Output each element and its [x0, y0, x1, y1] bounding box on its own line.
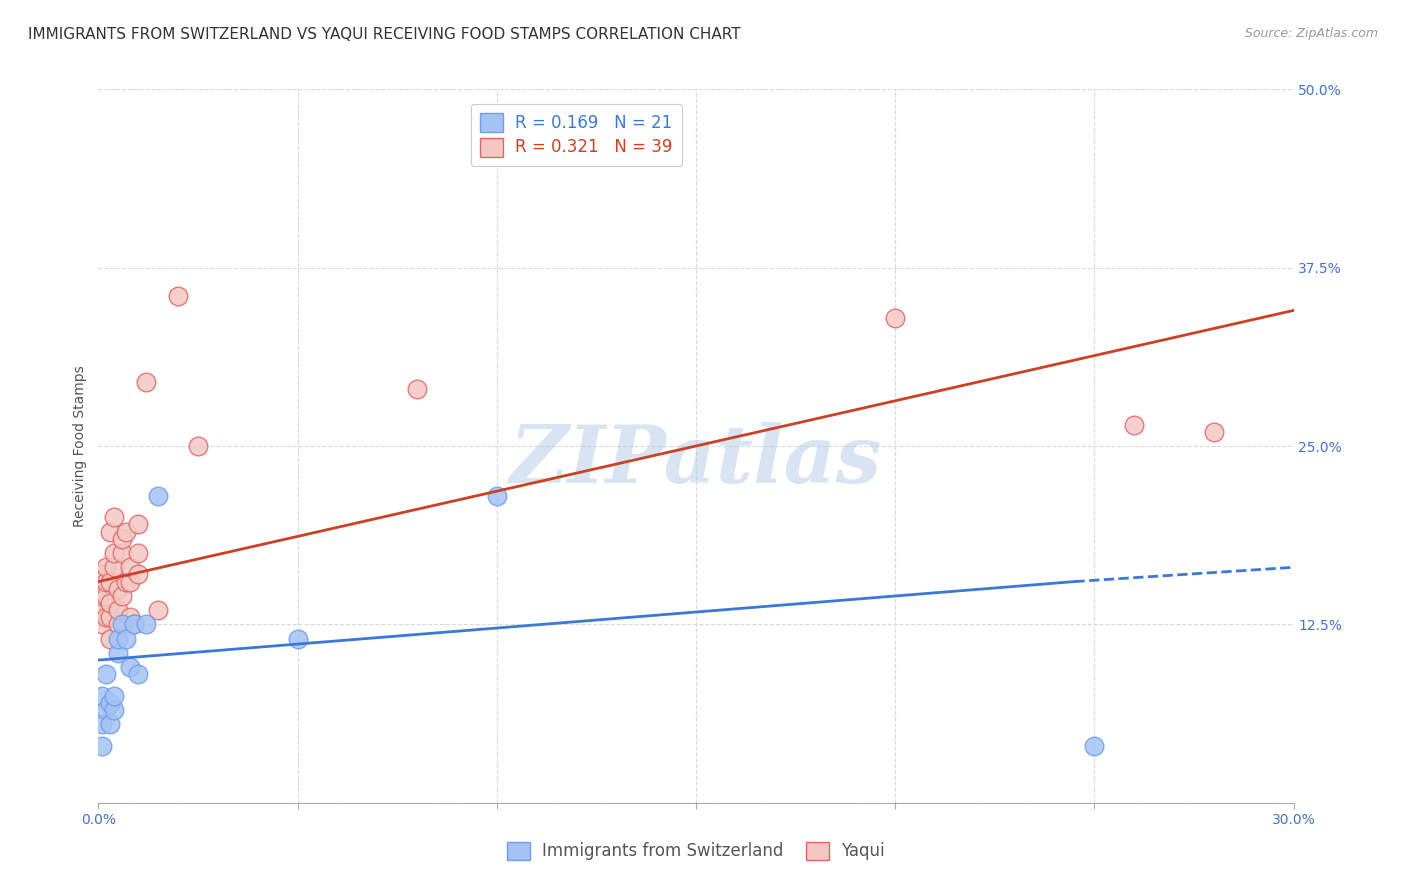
- Point: [111, 617, 134, 632]
- Point: [485, 489, 508, 503]
- Point: [100, 717, 122, 731]
- Point: [91, 739, 114, 753]
- Point: [127, 546, 149, 560]
- Point: [406, 382, 429, 396]
- Y-axis label: Receiving Food Stamps: Receiving Food Stamps: [73, 365, 87, 527]
- Point: [96, 560, 118, 574]
- Point: [135, 375, 157, 389]
- Point: [107, 603, 129, 617]
- Point: [167, 289, 190, 303]
- Point: [1083, 739, 1105, 753]
- Legend: Immigrants from Switzerland, Yaqui: Immigrants from Switzerland, Yaqui: [501, 836, 891, 866]
- Point: [107, 646, 129, 660]
- Point: [148, 603, 170, 617]
- Point: [91, 567, 114, 582]
- Point: [91, 589, 114, 603]
- Point: [107, 582, 129, 596]
- Point: [100, 524, 122, 539]
- Point: [120, 574, 142, 589]
- Point: [120, 660, 142, 674]
- Point: [135, 617, 157, 632]
- Point: [100, 610, 122, 624]
- Point: [96, 610, 118, 624]
- Point: [120, 560, 142, 574]
- Point: [287, 632, 309, 646]
- Point: [96, 574, 118, 589]
- Point: [100, 696, 122, 710]
- Point: [96, 589, 118, 603]
- Point: [107, 632, 129, 646]
- Point: [115, 632, 138, 646]
- Point: [127, 517, 149, 532]
- Point: [1202, 425, 1225, 439]
- Point: [187, 439, 209, 453]
- Point: [91, 603, 114, 617]
- Point: [103, 703, 125, 717]
- Point: [103, 546, 125, 560]
- Point: [100, 632, 122, 646]
- Point: [884, 310, 907, 325]
- Point: [91, 617, 114, 632]
- Point: [96, 703, 118, 717]
- Point: [148, 489, 170, 503]
- Point: [120, 610, 142, 624]
- Point: [103, 560, 125, 574]
- Point: [111, 532, 134, 546]
- Point: [103, 510, 125, 524]
- Point: [124, 617, 146, 632]
- Text: IMMIGRANTS FROM SWITZERLAND VS YAQUI RECEIVING FOOD STAMPS CORRELATION CHART: IMMIGRANTS FROM SWITZERLAND VS YAQUI REC…: [28, 27, 741, 42]
- Text: Source: ZipAtlas.com: Source: ZipAtlas.com: [1244, 27, 1378, 40]
- Point: [111, 589, 134, 603]
- Point: [127, 567, 149, 582]
- Point: [103, 689, 125, 703]
- Point: [124, 617, 146, 632]
- Point: [100, 574, 122, 589]
- Point: [91, 689, 114, 703]
- Point: [107, 617, 129, 632]
- Point: [100, 596, 122, 610]
- Point: [115, 524, 138, 539]
- Point: [115, 574, 138, 589]
- Point: [91, 717, 114, 731]
- Text: ZIPatlas: ZIPatlas: [510, 422, 882, 499]
- Point: [127, 667, 149, 681]
- Point: [96, 667, 118, 681]
- Point: [111, 546, 134, 560]
- Point: [1123, 417, 1146, 432]
